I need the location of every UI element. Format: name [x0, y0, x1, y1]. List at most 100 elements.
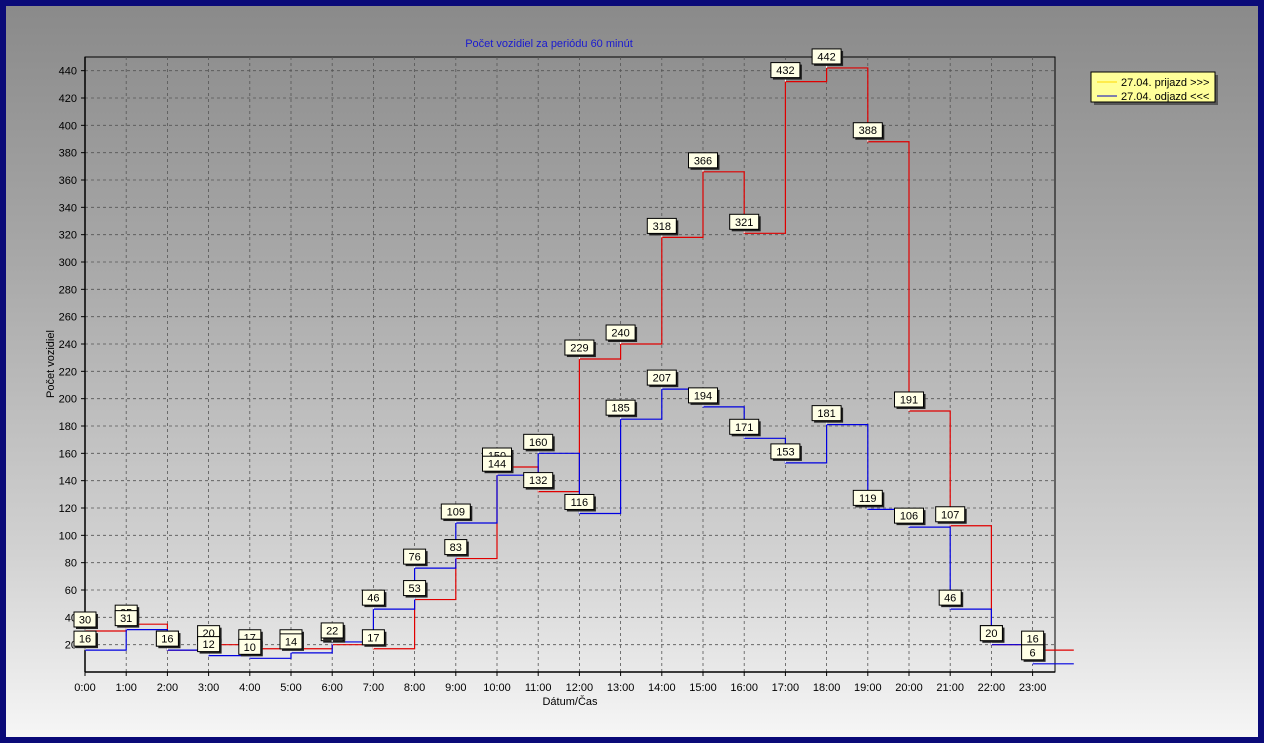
- data-label-box: [523, 472, 554, 489]
- x-tick-label: 0:00: [74, 682, 95, 694]
- data-label: 240: [605, 324, 638, 344]
- data-label-text: 191: [900, 394, 918, 406]
- data-label-box: [935, 506, 966, 523]
- data-label-text: 46: [367, 593, 379, 605]
- data-label-box: [646, 217, 677, 234]
- data-label-text: 106: [900, 511, 918, 523]
- data-label-text: 6: [1030, 647, 1036, 659]
- chart-svg: 2040608010012014016018020022024026028030…: [45, 38, 1218, 708]
- data-label: 17: [361, 629, 387, 649]
- y-tick-label: 100: [59, 530, 77, 542]
- data-label-box: [361, 589, 385, 606]
- data-label-text: 229: [570, 343, 588, 355]
- data-label-box: [114, 610, 138, 627]
- data-label-text: 318: [653, 221, 671, 233]
- data-label: 388: [852, 122, 885, 142]
- data-label: 107: [935, 506, 967, 526]
- legend-item-odjazd: 27.04. odjazd <<<: [1121, 91, 1209, 103]
- data-label-text: 17: [367, 632, 379, 644]
- data-label-box: [938, 589, 962, 606]
- x-tick-label: 13:00: [607, 682, 635, 694]
- y-tick-label: 180: [59, 421, 77, 433]
- x-tick-label: 10:00: [483, 682, 511, 694]
- data-label-box: [444, 539, 468, 556]
- data-label: 30: [73, 611, 98, 631]
- data-label: 160: [523, 433, 555, 454]
- data-label-box: [811, 405, 842, 422]
- data-label-box: [770, 62, 801, 79]
- chart-title: Počet vozidiel za periódu 60 minút: [465, 38, 633, 50]
- data-label: 318: [646, 217, 679, 238]
- data-label-box: [403, 548, 427, 565]
- data-label: 116: [564, 493, 596, 514]
- data-label: 53: [403, 580, 428, 600]
- x-tick-label: 15:00: [689, 682, 717, 694]
- data-label: 185: [605, 399, 638, 420]
- y-tick-label: 200: [59, 394, 77, 406]
- data-label-box: [894, 507, 924, 524]
- data-label-box: [852, 122, 883, 139]
- y-tick-label: 280: [59, 284, 77, 296]
- x-tick-label: 6:00: [321, 682, 342, 694]
- data-label-text: 16: [1026, 634, 1038, 646]
- data-label: 207: [646, 369, 679, 390]
- data-label-box: [729, 418, 760, 435]
- data-label-text: 116: [571, 497, 589, 509]
- data-label-box: [770, 443, 801, 460]
- data-label-text: 181: [817, 408, 835, 420]
- data-label-text: 46: [944, 593, 956, 605]
- x-tick-label: 7:00: [363, 682, 384, 694]
- data-label: 144: [482, 455, 514, 476]
- x-tick-label: 14:00: [648, 682, 676, 694]
- data-label: 22: [320, 622, 346, 642]
- data-label-text: 321: [735, 217, 753, 229]
- data-label-box: [811, 48, 842, 65]
- axes: [84, 57, 1055, 673]
- data-label-text: 31: [120, 613, 132, 625]
- data-labels: 3035162017172017538315013222924031836632…: [73, 48, 1046, 664]
- data-label: 20: [979, 625, 1005, 645]
- x-tick-label: 9:00: [445, 682, 466, 694]
- data-label: 153: [770, 443, 802, 463]
- data-label-box: [361, 629, 385, 646]
- y-tick-label: 160: [59, 448, 77, 460]
- data-label-box: [279, 633, 303, 650]
- data-label-text: 16: [79, 634, 91, 646]
- data-label-box: [320, 622, 344, 639]
- data-label-box: [73, 611, 97, 628]
- data-label: 366: [688, 152, 720, 172]
- data-label: 6: [1021, 644, 1046, 664]
- data-label-box: [238, 638, 262, 655]
- data-label-box: [979, 625, 1003, 642]
- data-label-text: 185: [611, 403, 629, 415]
- data-label: 14: [279, 633, 304, 653]
- data-label: 194: [688, 387, 720, 407]
- y-tick-label: 220: [59, 366, 77, 378]
- legend-box: [1090, 71, 1216, 103]
- data-label-box: [852, 489, 883, 506]
- data-label: 16: [155, 630, 181, 651]
- data-label-text: 12: [202, 639, 214, 651]
- y-tick-label: 140: [59, 476, 77, 488]
- x-tick-label: 20:00: [895, 682, 923, 694]
- data-label-box: [564, 493, 595, 510]
- data-label-text: 76: [408, 552, 420, 564]
- data-label: 181: [811, 405, 844, 425]
- data-label-box: [605, 399, 636, 416]
- y-tick-label: 80: [65, 558, 77, 570]
- data-label: 109: [440, 503, 473, 524]
- data-label: 12: [197, 636, 222, 656]
- y-tick-label: 240: [59, 339, 77, 351]
- tick-labels: 2040608010012014016018020022024026028030…: [59, 66, 1047, 694]
- y-tick-label: 400: [59, 120, 77, 132]
- y-tick-label: 260: [59, 312, 77, 324]
- data-label-text: 388: [859, 125, 877, 137]
- legend-item-prijazd: 27.04. prijazd >>>: [1121, 77, 1209, 89]
- x-tick-label: 17:00: [772, 682, 800, 694]
- data-label-box: [482, 455, 512, 472]
- data-label: 191: [894, 391, 926, 411]
- data-label-text: 132: [529, 475, 547, 487]
- data-label: 119: [852, 489, 885, 510]
- x-tick-label: 8:00: [404, 682, 425, 694]
- data-label-text: 20: [985, 628, 997, 640]
